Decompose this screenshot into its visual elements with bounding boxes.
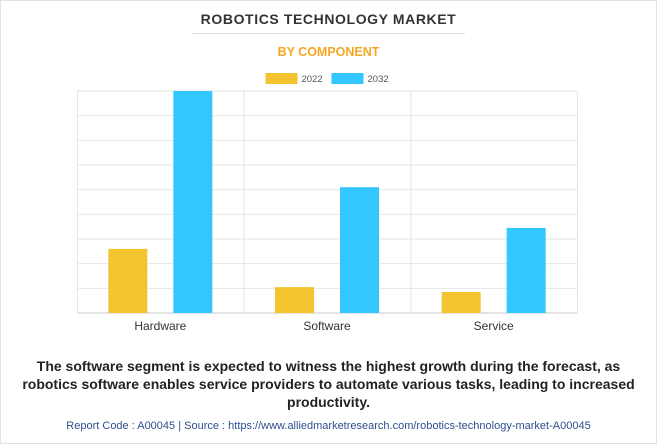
chart-title: ROBOTICS TECHNOLOGY MARKET xyxy=(200,11,457,27)
legend-label-2022: 2022 xyxy=(302,74,323,85)
x-tick-label: Service xyxy=(474,319,514,333)
x-tick-label: Hardware xyxy=(134,319,186,333)
bar-2032-service xyxy=(506,227,546,313)
bar-2022-service xyxy=(441,292,481,313)
legend-swatch-2022 xyxy=(265,73,298,84)
bar-2022-software xyxy=(275,287,314,313)
legend-label-2032: 2032 xyxy=(368,74,389,85)
report-footer[interactable]: Report Code : A00045 | Source : https://… xyxy=(66,420,591,432)
chart-caption: The software segment is expected to witn… xyxy=(22,358,635,410)
bar-2022-hardware xyxy=(108,248,148,313)
chart-subtitle: BY COMPONENT xyxy=(277,45,380,59)
title-divider xyxy=(192,33,465,34)
bar-2032-software xyxy=(340,187,379,313)
bar-chart: Hardware Software Service 2022 2032 xyxy=(77,73,578,333)
legend-swatch-2032 xyxy=(331,73,364,84)
bar-2032-hardware xyxy=(173,91,213,313)
x-tick-label: Software xyxy=(303,319,351,333)
